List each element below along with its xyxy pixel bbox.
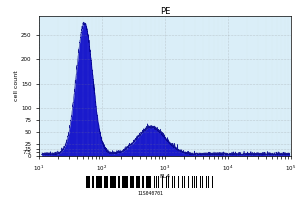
Bar <box>194 176 195 188</box>
Bar <box>208 176 209 188</box>
Bar <box>156 176 158 188</box>
Bar <box>212 176 213 188</box>
Bar <box>136 176 137 188</box>
Bar <box>168 176 170 188</box>
Bar <box>162 176 164 188</box>
Bar <box>88 176 90 188</box>
Bar <box>106 176 108 188</box>
Bar <box>96 176 98 188</box>
Bar <box>118 176 120 188</box>
Bar <box>188 176 189 188</box>
Bar <box>154 176 155 188</box>
Bar <box>100 176 102 188</box>
Y-axis label: cell count: cell count <box>14 71 20 101</box>
Bar <box>130 176 132 188</box>
Text: 11S040701: 11S040701 <box>137 191 163 196</box>
Bar <box>206 176 207 188</box>
Bar <box>178 176 179 188</box>
Bar <box>196 176 197 188</box>
Bar <box>182 176 183 188</box>
Bar <box>172 176 173 188</box>
Bar <box>126 176 128 188</box>
X-axis label: FL4: FL4 <box>159 174 171 179</box>
Bar <box>104 176 106 188</box>
Bar <box>124 176 126 188</box>
Bar <box>114 176 116 188</box>
Bar <box>166 176 167 188</box>
Bar <box>200 176 201 188</box>
Bar <box>148 176 149 188</box>
Bar <box>132 176 134 188</box>
Bar <box>112 176 114 188</box>
Title: PE: PE <box>160 7 170 16</box>
Bar <box>138 176 140 188</box>
Bar <box>158 176 160 188</box>
Bar <box>146 176 148 188</box>
Bar <box>202 176 203 188</box>
Bar <box>98 176 100 188</box>
Bar <box>192 176 193 188</box>
Bar <box>92 176 94 188</box>
Bar <box>142 176 143 188</box>
Bar <box>174 176 176 188</box>
Bar <box>86 176 88 188</box>
Bar <box>150 176 152 188</box>
Bar <box>122 176 124 188</box>
Bar <box>110 176 112 188</box>
Bar <box>184 176 185 188</box>
